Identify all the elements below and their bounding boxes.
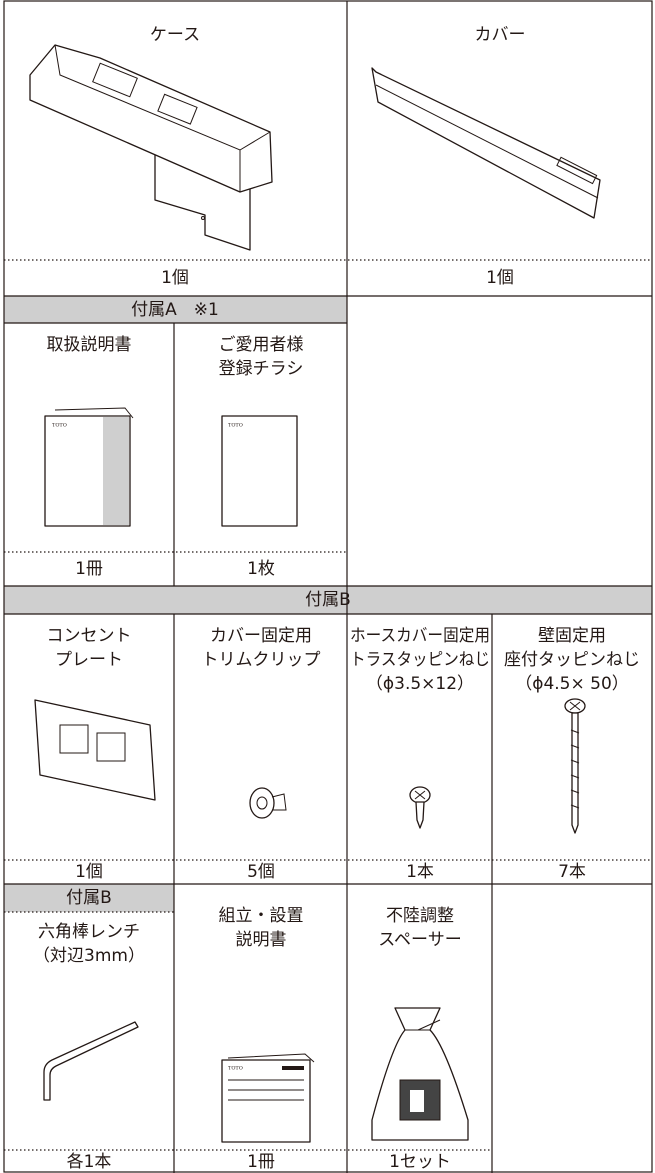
item-label: 座付タッピンねじ: [504, 650, 640, 670]
spacer-bag-illustration: [371, 1007, 469, 1141]
brand: TOTO: [228, 423, 243, 429]
item-quantity: 1個: [161, 268, 189, 288]
header-band: [4, 586, 652, 614]
section-header: 付属B: [66, 888, 112, 908]
item-label: 六角棒レンチ: [38, 922, 140, 942]
section-header: 付属B: [305, 590, 351, 610]
cover-illustration: [371, 67, 601, 219]
header-band: [4, 884, 174, 912]
item-quantity: 1個: [75, 862, 103, 882]
hex-wrench-illustration: [43, 1021, 139, 1101]
outlet-plate-illustration: [34, 699, 156, 801]
item-quantity: 1冊: [75, 559, 103, 579]
wall-screw-illustration: [564, 698, 586, 834]
case-illustration: [29, 44, 273, 251]
brand: TOTO: [228, 1066, 243, 1072]
item-label: スペーサー: [378, 930, 461, 950]
item-label: カバー固定用: [210, 626, 312, 646]
item-label: 登録チラシ: [219, 359, 304, 379]
brand: TOTO: [52, 423, 67, 429]
item-label: 説明書: [236, 930, 287, 950]
item-label: ケース: [150, 25, 200, 45]
item-label: トラスタッピンねじ: [350, 650, 490, 670]
item-quantity: 1本: [406, 862, 434, 882]
leaflet-illustration: TOTO: [221, 415, 298, 527]
header-band: [4, 296, 347, 323]
item-label: ご愛用者様: [219, 335, 304, 355]
item-label: 不陸調整: [386, 906, 454, 926]
item-label: カバー: [475, 25, 526, 45]
item-label: （ϕ3.5×12）: [366, 674, 474, 694]
item-label: 組立・設置: [219, 906, 304, 926]
item-label: （対辺3mm）: [33, 946, 145, 966]
item-label: ホースカバー固定用: [350, 626, 490, 646]
item-quantity: 7本: [558, 862, 586, 882]
item-quantity: 1枚: [247, 559, 275, 579]
item-label: トリムクリップ: [202, 650, 321, 670]
item-quantity: 1個: [486, 268, 514, 288]
item-quantity: 各1本: [67, 1152, 112, 1172]
install-manual-illustration: TOTO: [221, 1053, 315, 1143]
item-label: （ϕ4.5× 50）: [515, 674, 629, 694]
item-quantity: 5個: [247, 862, 275, 882]
clip-illustration: [249, 787, 287, 819]
section-header: 付属A ※1: [131, 300, 219, 320]
item-quantity: 1セット: [389, 1152, 451, 1172]
item-label: コンセント: [47, 626, 132, 646]
manual-illustration: TOTO: [44, 407, 134, 527]
item-quantity: 1冊: [247, 1152, 275, 1172]
truss-screw-illustration: [409, 786, 431, 829]
item-label: 取扱説明書: [47, 335, 132, 355]
item-label: プレート: [55, 650, 123, 670]
item-label: 壁固定用: [538, 626, 606, 646]
grid: [3, 0, 653, 1173]
